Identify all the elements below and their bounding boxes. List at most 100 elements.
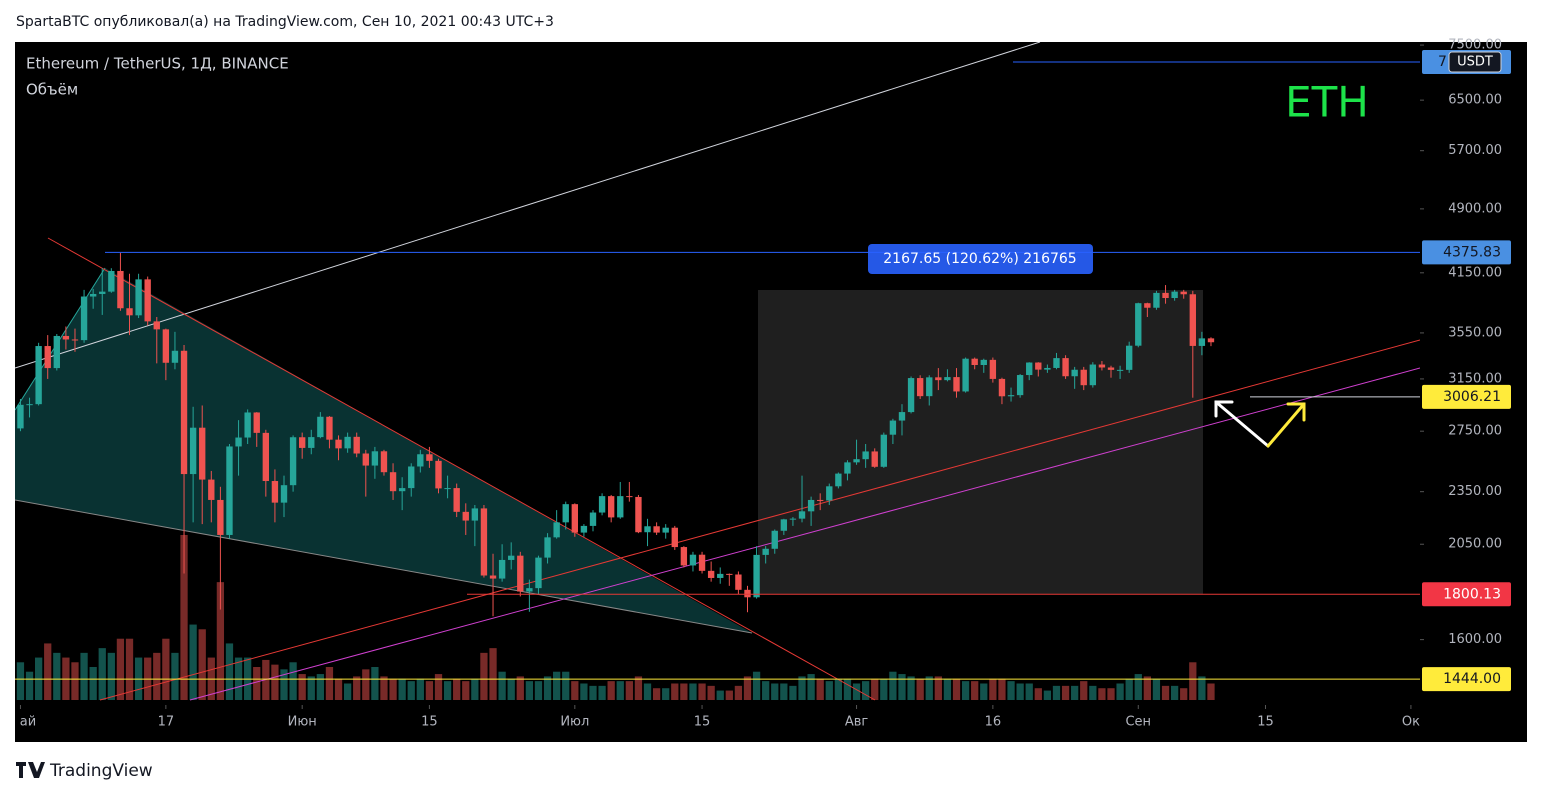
- volume-bar: [380, 676, 388, 700]
- volume-bar: [1134, 674, 1142, 700]
- y-tick-label: 6500.00: [1448, 93, 1502, 108]
- candle-body: [1189, 294, 1196, 346]
- volume-bar: [334, 678, 343, 700]
- volume-bar: [216, 582, 225, 700]
- candle-body: [571, 504, 578, 533]
- currency-label: USDT: [1457, 55, 1493, 70]
- candle-body: [626, 496, 633, 498]
- candle-body: [907, 378, 915, 413]
- volume-bar: [971, 681, 979, 700]
- measure-label: 2167.65 (120.62%) 216765: [883, 251, 1076, 267]
- candle-body: [71, 339, 79, 341]
- volume-bar: [443, 681, 452, 700]
- volume-bar: [580, 683, 588, 700]
- candle-body: [426, 454, 433, 461]
- volume-bar: [625, 681, 633, 700]
- candle-body: [853, 459, 860, 463]
- volume-bar: [816, 678, 824, 700]
- candle-body: [707, 570, 715, 578]
- candle-body: [453, 488, 460, 512]
- volume-bar: [98, 648, 106, 700]
- volume-bar: [698, 683, 706, 700]
- volume-bar: [680, 683, 688, 700]
- volume-bar: [325, 667, 334, 700]
- candle-body: [871, 451, 878, 467]
- candle-body: [180, 350, 188, 475]
- x-tick-label: 16: [985, 715, 1002, 730]
- trend-line: [47, 237, 876, 701]
- candle-body: [926, 377, 933, 397]
- volume-bar: [298, 674, 306, 700]
- volume-bar: [1207, 683, 1215, 700]
- candle-body: [862, 451, 869, 460]
- candle-layer: [17, 252, 1215, 617]
- volume-bar: [1143, 676, 1151, 700]
- candle-body: [44, 346, 51, 369]
- volume-bar: [1125, 678, 1133, 700]
- candle-body: [1135, 303, 1142, 346]
- candle-body: [662, 527, 669, 533]
- volume-bar: [271, 664, 279, 700]
- candle-body: [817, 499, 824, 501]
- candle-body: [1116, 369, 1124, 371]
- volume-bar: [643, 683, 652, 700]
- candle-body: [108, 270, 115, 292]
- candle-body: [289, 437, 297, 486]
- volume-bar: [253, 667, 261, 700]
- logo: [16, 762, 45, 778]
- volume-bar: [671, 683, 679, 700]
- candle-body: [162, 329, 170, 363]
- volume-bar: [934, 676, 942, 700]
- candle-body: [271, 481, 279, 503]
- volume-bar: [44, 643, 52, 700]
- volume-bar: [553, 671, 561, 700]
- candle-body: [635, 496, 642, 533]
- volume-bar: [834, 678, 843, 700]
- candle-body: [989, 359, 997, 379]
- price-badge: [1422, 582, 1511, 607]
- volume-bar: [752, 671, 761, 700]
- volume-bar: [952, 678, 961, 700]
- candle-body: [1026, 362, 1033, 376]
- volume-bar: [353, 676, 361, 700]
- x-tick-label: Сен: [1125, 715, 1151, 730]
- volume-bar: [1061, 685, 1070, 700]
- volume-bar: [998, 678, 1006, 700]
- candle-body: [144, 279, 151, 322]
- candle-body: [780, 519, 788, 531]
- candle-body: [962, 358, 969, 392]
- candle-body: [898, 412, 906, 421]
- price-badge-label: 1444.00: [1443, 671, 1501, 687]
- candle-body: [508, 555, 515, 560]
- volume-bar: [198, 629, 206, 700]
- volume-bar: [825, 681, 833, 700]
- candle-body: [26, 404, 33, 406]
- candle-body: [344, 436, 351, 449]
- indicator-label: Объём: [26, 81, 78, 99]
- volume-bar: [861, 681, 870, 700]
- candle-body: [89, 293, 97, 297]
- volume-bar: [1116, 683, 1124, 700]
- candle-body: [199, 427, 206, 480]
- candle-body: [535, 557, 542, 589]
- candle-body: [1153, 292, 1160, 308]
- candle-body: [389, 472, 397, 492]
- volume-bar: [843, 678, 852, 700]
- candle-body: [1207, 338, 1215, 343]
- candle-body: [226, 446, 233, 535]
- candle-body: [398, 488, 406, 492]
- candle-body: [1144, 303, 1151, 308]
- arrows: [1214, 400, 1306, 448]
- x-tick-label: 15: [694, 715, 711, 730]
- candle-body: [1035, 362, 1042, 370]
- y-tick-label: 7500.00: [1448, 38, 1502, 53]
- volume-bar: [162, 638, 170, 700]
- volume-bar: [616, 681, 624, 700]
- candle-body: [580, 525, 588, 533]
- candle-body: [308, 437, 315, 448]
- volume-bar: [362, 669, 370, 700]
- volume-bar: [725, 690, 733, 700]
- candle-body: [916, 378, 924, 397]
- candle-body: [489, 575, 497, 579]
- volume-bar: [534, 681, 543, 700]
